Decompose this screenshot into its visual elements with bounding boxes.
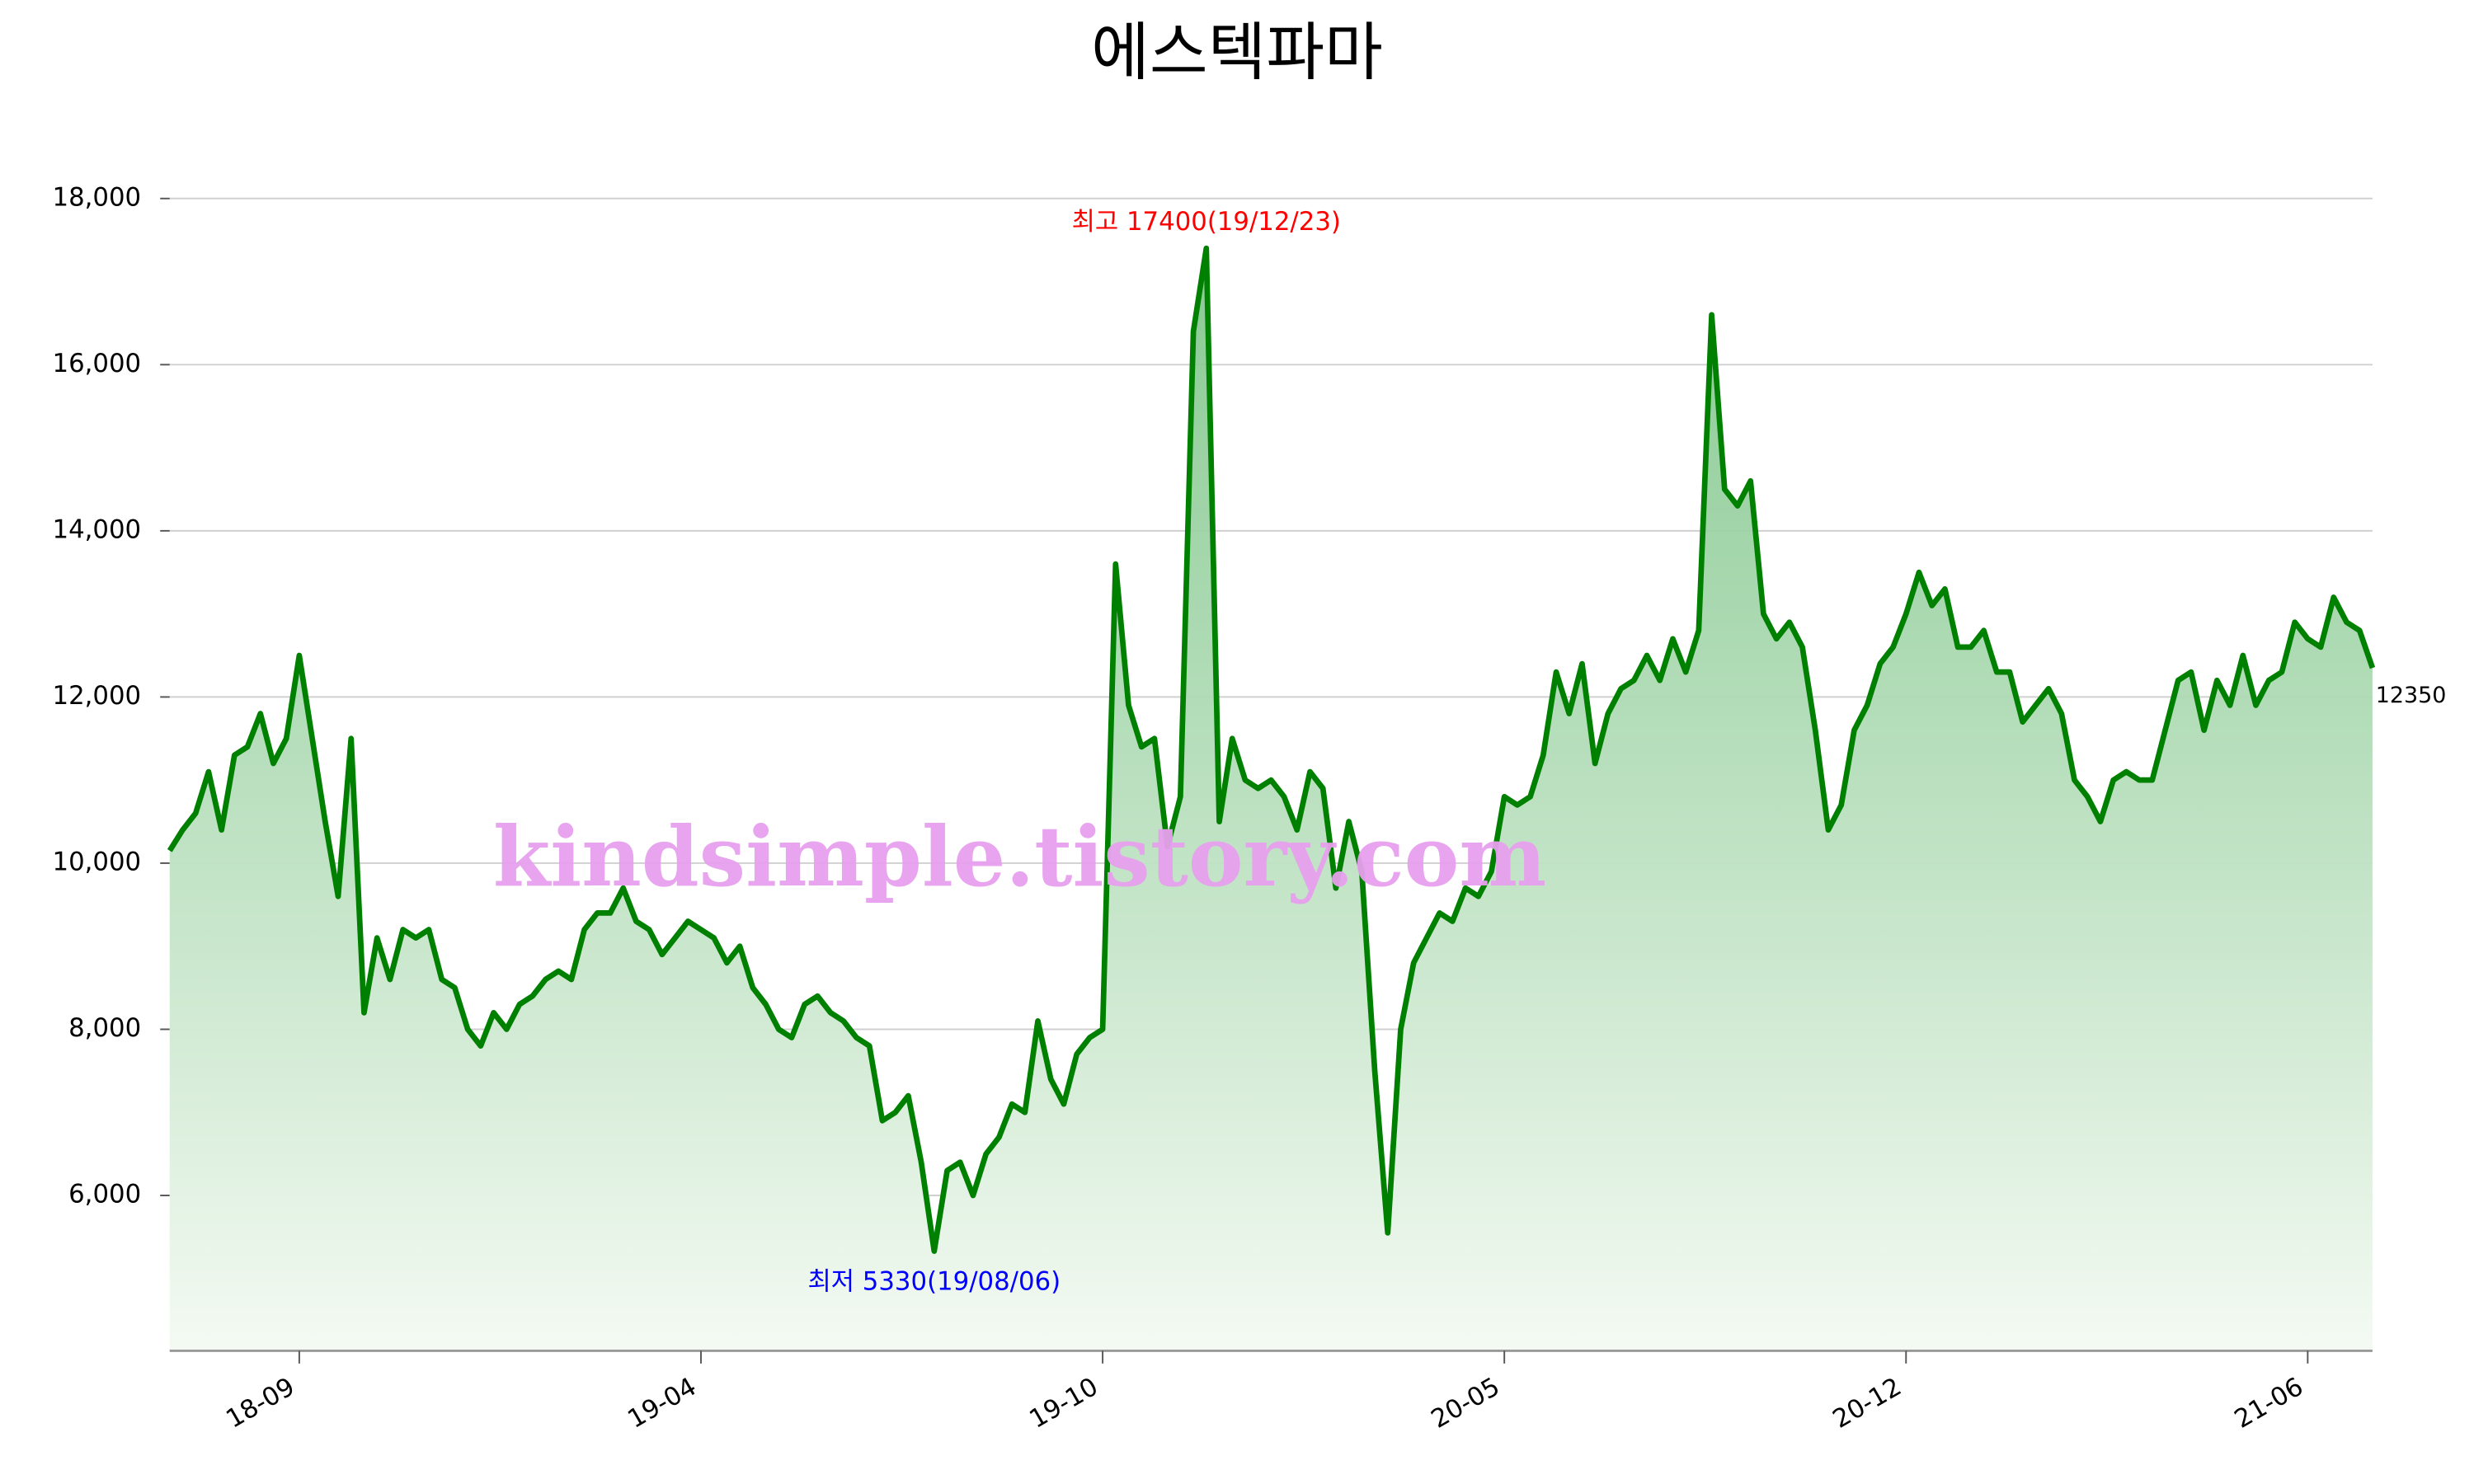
x-tick-label: 20-05 [1426, 1372, 1504, 1435]
chart-title: 에스텍파마 [1091, 16, 1383, 90]
annotation-low: 최저 5330(19/08/06) [807, 1266, 1061, 1296]
y-tick-label: 8,000 [68, 1013, 141, 1043]
y-tick-label: 6,000 [68, 1180, 141, 1209]
line [167, 245, 2376, 1254]
y-tick-label: 12,000 [53, 681, 142, 711]
x-tick-label: 18-09 [221, 1372, 299, 1435]
last-value-label: 12350 [2376, 683, 2447, 708]
y-tick-label: 18,000 [53, 182, 142, 212]
y-tick-label: 10,000 [53, 847, 142, 876]
x-tick-label: 19-10 [1024, 1372, 1103, 1435]
x-tick-label: 20-12 [1827, 1372, 1906, 1435]
y-tick-label: 14,000 [53, 514, 142, 544]
x-tick-label: 19-04 [623, 1372, 701, 1435]
annotation-high: 최고 17400(19/12/23) [1072, 207, 1341, 237]
area [169, 248, 2373, 1351]
watermark: kindsimple.tistory.com [493, 808, 1546, 905]
y-tick-label: 16,000 [53, 349, 142, 378]
x-tick-label: 21-06 [2230, 1372, 2308, 1435]
